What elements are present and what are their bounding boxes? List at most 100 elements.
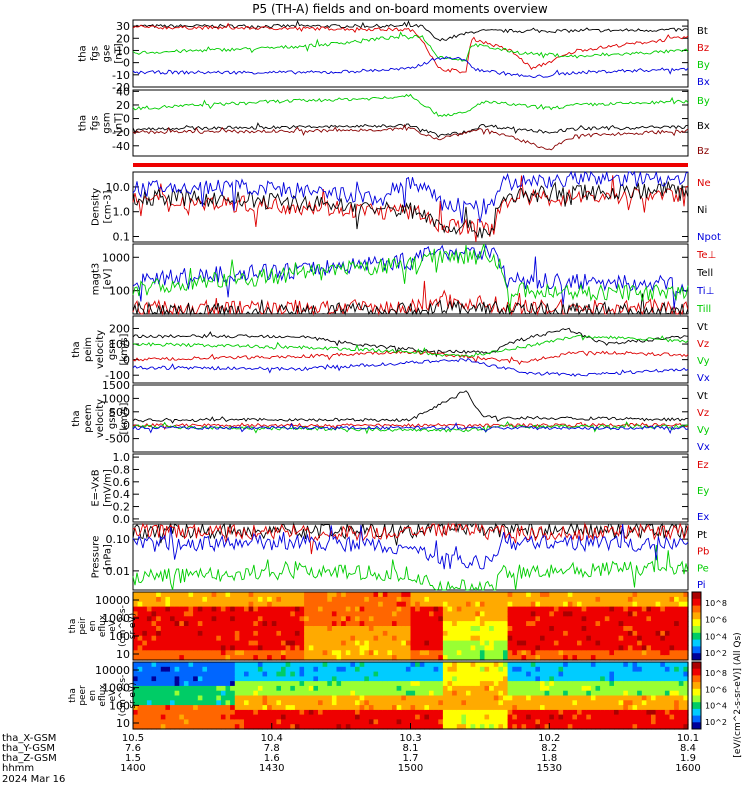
y-tick-label: 0.6 [113, 476, 131, 489]
spectrogram-cell [590, 630, 597, 637]
spectrogram-cell [146, 690, 153, 697]
spectrogram-cell [549, 666, 555, 673]
spectrogram-cell [183, 690, 190, 697]
spectrogram-cell [392, 695, 398, 701]
spectrogram-cell [318, 635, 324, 642]
spectrogram-cell [567, 611, 573, 617]
spectrogram-cell [683, 676, 689, 682]
spectrogram-cell [632, 635, 638, 642]
spectrogram-cell [294, 640, 301, 647]
spectrogram-cell [641, 635, 647, 642]
spectrogram-cell [345, 650, 351, 656]
spectrogram-cell [424, 681, 430, 687]
spectrogram-cell [364, 635, 370, 642]
spectrogram-cell [553, 611, 560, 617]
spectrogram-cell [299, 592, 305, 598]
spectrogram-cell [133, 635, 139, 642]
spectrogram-cell [244, 695, 250, 701]
spectrogram-cell [382, 671, 388, 677]
spectrogram-cell [341, 671, 347, 677]
spectrogram-cell [530, 592, 536, 598]
spectrogram-cell [308, 611, 314, 617]
spectrogram-cell [401, 655, 407, 661]
spectrogram-cell [220, 655, 227, 661]
colorbar-band [692, 646, 701, 654]
spectrogram-cell [392, 724, 398, 730]
y-axis-label: [km/s] [119, 402, 130, 434]
spectrogram-cell [660, 681, 666, 687]
spectrogram-cell [526, 685, 532, 692]
spectrogram-cell [600, 666, 606, 673]
spectrogram-cell [230, 709, 236, 716]
spectrogram-cell [142, 709, 148, 716]
spectrogram-cell [572, 681, 578, 687]
spectrogram-cell [318, 666, 324, 673]
spectrogram-cell [664, 671, 671, 677]
spectrogram-cell [142, 719, 148, 725]
spectrogram-cell [493, 606, 499, 613]
spectrogram-cell [415, 650, 421, 656]
spectrogram-cell [299, 666, 305, 673]
spectrogram-cell [535, 592, 541, 598]
y-axis-label: eflux [98, 614, 108, 637]
spectrogram-cell [327, 626, 333, 632]
spectrogram-cell [281, 671, 287, 677]
spectrogram-cell [627, 626, 634, 632]
spectrogram-cell [239, 611, 245, 617]
spectrogram-cell [207, 705, 213, 711]
spectrogram-cell [410, 714, 416, 720]
spectrogram-cell [660, 671, 666, 677]
spectrogram-cell [479, 626, 486, 632]
spectrogram-cell [341, 601, 347, 608]
panel-frame [132, 453, 689, 523]
spectrogram-cell [331, 700, 338, 706]
spectrogram-cell [558, 662, 564, 668]
spectrogram-cell [683, 705, 689, 711]
spectrogram-cell [276, 630, 282, 637]
spectrogram-cell [493, 621, 499, 627]
spectrogram-cell [586, 626, 592, 632]
spectrogram-cell [345, 705, 351, 711]
spectrogram-cell [322, 685, 328, 692]
spectrogram-cell [581, 709, 587, 716]
spectrogram-cell [507, 621, 513, 627]
spectrogram-cell [156, 681, 162, 687]
spectrogram-cell [507, 709, 513, 716]
spectrogram-cell [433, 709, 439, 716]
spectrogram-cell [142, 685, 148, 692]
spectrogram-cell [262, 676, 268, 682]
spectrogram-cell [655, 676, 661, 682]
spectrogram-cell [165, 655, 171, 661]
spectrogram-cell [429, 655, 435, 661]
spectrogram-cell [567, 596, 573, 603]
legend-Tell: Tell [696, 268, 713, 279]
spectrogram-cell [651, 626, 657, 632]
y-axis-label: tha [68, 688, 78, 703]
spectrogram-cell [637, 606, 643, 613]
spectrogram-cell [170, 685, 176, 692]
spectrogram-cell [341, 630, 347, 637]
spectrogram-cell [489, 630, 495, 637]
spectrogram-cell [239, 630, 245, 637]
spectrogram-cell [174, 626, 180, 632]
spectrogram-cell [512, 705, 518, 711]
spectrogram-cell [429, 621, 435, 627]
spectrogram-cell [382, 695, 388, 701]
spectrogram-cell [276, 685, 282, 692]
spectrogram-cell [470, 621, 476, 627]
spectrogram-cell [503, 719, 509, 725]
spectrogram-cell [345, 709, 351, 716]
spectrogram-cell [540, 719, 546, 725]
spectrogram-cell [604, 601, 610, 608]
spectrogram-cell [378, 714, 384, 720]
spectrogram-cell [248, 606, 254, 613]
y-axis-label: tha [78, 45, 89, 61]
spectrogram-cell [614, 592, 620, 598]
spectrogram-cell [133, 621, 139, 627]
spectrogram-cell [646, 596, 652, 603]
spectrogram-cell [202, 606, 208, 613]
chart-title: P5 (TH-A) fields and on-board moments ov… [252, 2, 548, 16]
colorbar-band [692, 598, 701, 607]
spectrogram-cell [308, 606, 314, 613]
ephemeris-value: 7.8 [264, 743, 280, 754]
